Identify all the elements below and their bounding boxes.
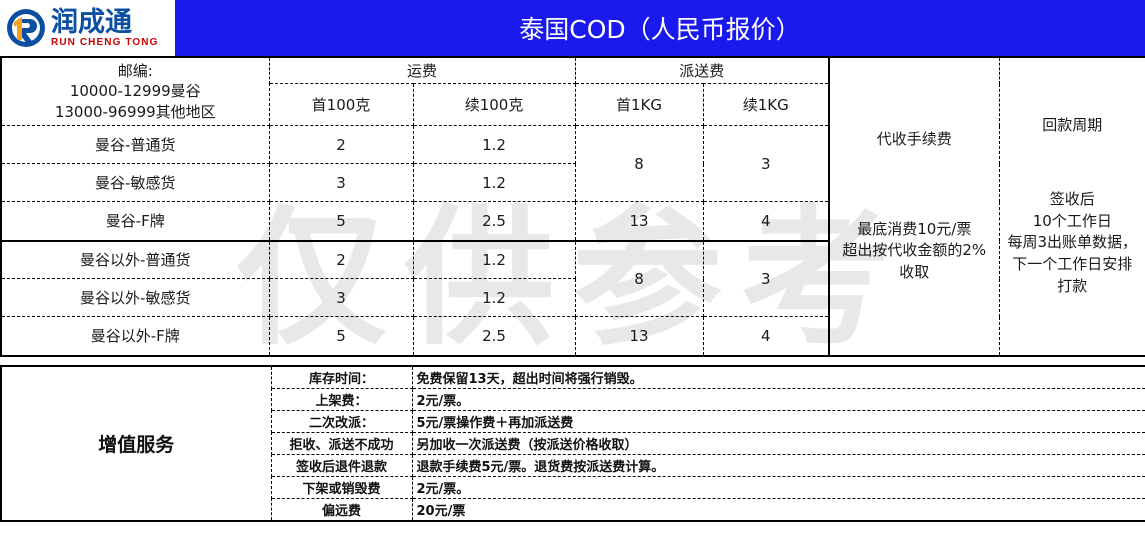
- header-zip-line2: 10000-12999曼谷: [69, 82, 201, 101]
- row-label: 曼谷以外-普通货: [0, 240, 270, 279]
- table-row: 曼谷-敏感货 3 1.2: [0, 163, 1145, 202]
- row-label: 曼谷-F牌: [0, 201, 270, 242]
- payment-cycle-line1: 签收后: [1049, 189, 1095, 208]
- cod-fee-cell: 代收手续费 最底消费10元/票 超出按代收金额的2% 收取: [828, 56, 1000, 357]
- row-delivery-next: 3: [702, 240, 830, 317]
- row-delivery-next: 4: [702, 316, 830, 357]
- row-freight-first: 2: [268, 240, 414, 279]
- payment-cycle-line3: 每周3出账单数据，: [1007, 233, 1138, 252]
- rate-table: 邮编: 10000-12999曼谷 13000-96999其他地区 运费 派送费…: [0, 56, 1145, 357]
- table-row: 曼谷以外-F牌 5 2.5 13 4: [0, 316, 1145, 357]
- service-value: 免费保留13天，超出时间将强行销毁。: [411, 364, 1145, 389]
- header-payment-cycle: 回款周期: [1042, 116, 1103, 134]
- service-row: 偏远费 20元/票: [1, 497, 1145, 522]
- row-freight-next: 1.2: [412, 240, 576, 279]
- row-freight-next: 1.2: [412, 278, 576, 317]
- header-delivery-next: 续1KG: [702, 83, 830, 126]
- header-zip-line3: 13000-96999其他地区: [54, 102, 216, 121]
- service-key: 签收后退件退款: [270, 453, 413, 477]
- value-added-services-table: 增值服务 库存时间： 免费保留13天，超出时间将强行销毁。 上架费： 2元/票。…: [0, 364, 1145, 522]
- cod-fee-line3: 收取: [899, 263, 930, 281]
- payment-cycle-line2: 10个工作日: [1032, 211, 1112, 230]
- service-value: 退款手续费5元/票。退货费按派送费计算。: [411, 453, 1145, 477]
- table-header-row-1: 邮编: 10000-12999曼谷 13000-96999其他地区 运费 派送费…: [0, 56, 1145, 357]
- section-spacer: [0, 356, 1145, 365]
- service-row: 增值服务 库存时间： 免费保留13天，超出时间将强行销毁。: [0, 364, 1145, 522]
- row-label: 曼谷-敏感货: [0, 163, 270, 202]
- header-zip: 邮编: 10000-12999曼谷 13000-96999其他地区: [0, 56, 270, 126]
- service-key: 库存时间：: [270, 364, 413, 389]
- service-value: 20元/票: [411, 497, 1145, 522]
- row-freight-next: 1.2: [412, 163, 576, 202]
- service-row: 下架或销毁费 2元/票。: [1, 475, 1145, 499]
- company-logo: 润成通 RUN CHENG TONG: [0, 0, 175, 56]
- row-label: 曼谷以外-敏感货: [0, 278, 270, 317]
- service-key: 偏远费: [270, 497, 413, 522]
- header-freight-first: 首100克: [268, 83, 414, 126]
- service-value: 2元/票。: [411, 387, 1145, 411]
- service-key: 拒收、派送不成功: [270, 431, 413, 455]
- service-value: 2元/票。: [411, 475, 1145, 499]
- service-key: 上架费：: [270, 387, 413, 411]
- row-delivery-next: 3: [702, 125, 830, 202]
- service-key: 下架或销毁费: [270, 475, 413, 499]
- row-label: 曼谷-普通货: [0, 125, 270, 164]
- services-title: 增值服务: [0, 364, 272, 522]
- row-freight-first: 3: [268, 163, 414, 202]
- payment-cycle-line5: 打款: [1057, 276, 1088, 295]
- table-row: 曼谷-F牌 5 2.5 13 4: [0, 201, 1145, 242]
- row-delivery-first: 13: [574, 201, 704, 242]
- cod-fee-line1: 最底消费10元/票: [857, 219, 972, 238]
- row-freight-next: 1.2: [412, 125, 576, 164]
- row-freight-first: 2: [268, 125, 414, 164]
- row-delivery-first: 13: [574, 316, 704, 357]
- cod-fee-line2: 超出按代收金额的2%: [842, 241, 987, 260]
- service-value: 另加收一次派送费（按派送价格收取）: [411, 431, 1145, 455]
- logo-english-name: RUN CHENG TONG: [51, 36, 159, 48]
- service-key: 二次改派：: [270, 409, 413, 433]
- header-delivery-first: 首1KG: [574, 83, 704, 126]
- page-title: 泰国COD（人民币报价）: [175, 0, 1145, 56]
- row-delivery-first: 8: [574, 240, 704, 317]
- header-freight: 运费: [268, 56, 576, 84]
- payment-cycle-cell: 回款周期 签收后 10个工作日 每周3出账单数据， 下一个工作日安排 打款: [998, 56, 1145, 357]
- table-row: 曼谷-普通货 2 1.2 8 3: [0, 125, 1145, 202]
- header-delivery: 派送费: [574, 56, 830, 84]
- row-delivery-next: 4: [702, 201, 830, 242]
- logo-chinese-name: 润成通: [51, 6, 132, 38]
- table-header-row-2: 首100克 续100克 首1KG 续1KG: [1, 83, 1145, 126]
- header-zip-line1: 邮编:: [117, 62, 153, 81]
- table-row: 曼谷以外-敏感货 3 1.2: [0, 278, 1145, 317]
- row-label: 曼谷以外-F牌: [0, 316, 270, 357]
- row-delivery-first: 8: [574, 125, 704, 202]
- header-freight-next: 续100克: [412, 83, 576, 126]
- row-freight-first: 5: [268, 316, 414, 357]
- row-freight-next: 2.5: [412, 201, 576, 242]
- row-freight-first: 5: [268, 201, 414, 242]
- payment-cycle-line4: 下一个工作日安排: [1012, 255, 1133, 273]
- header-cod-fee: 代收手续费: [876, 129, 952, 148]
- service-value: 5元/票操作费＋再加派送费: [411, 409, 1145, 433]
- logo-r-mark-icon: [4, 6, 48, 50]
- service-row: 上架费： 2元/票。: [1, 387, 1145, 411]
- row-freight-first: 3: [268, 278, 414, 317]
- row-freight-next: 2.5: [412, 316, 576, 357]
- page-header: 润成通 RUN CHENG TONG 泰国COD（人民币报价）: [0, 0, 1145, 56]
